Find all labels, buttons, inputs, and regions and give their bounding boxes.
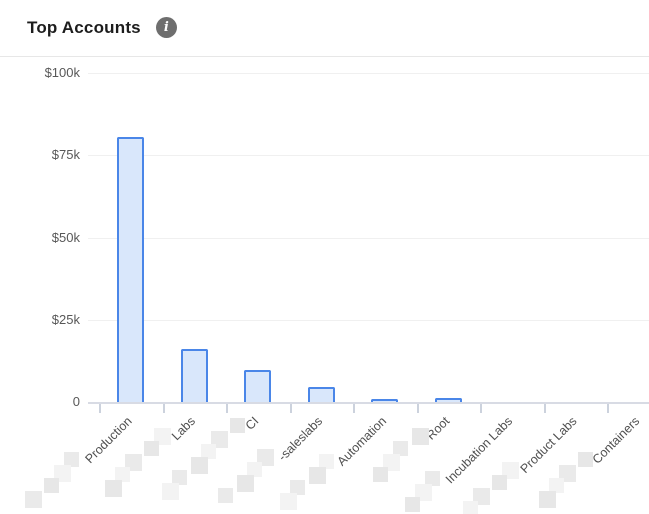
redaction-blur (54, 465, 71, 482)
redaction-blur (230, 418, 245, 433)
chart-area: $100k $75k $50k $25k 0 Production Labs CI -sales… (0, 57, 649, 514)
axis-tick (226, 404, 228, 413)
gridline-25k (88, 320, 649, 321)
redaction-blur (309, 467, 326, 484)
axis-tick (417, 404, 419, 413)
y-axis-label: $100k (44, 65, 80, 80)
redaction-blur (492, 475, 507, 490)
redaction-blur (125, 454, 142, 471)
redaction-blur (463, 501, 478, 514)
x-axis-label-labs: Labs (169, 414, 199, 444)
axis-tick (99, 404, 101, 413)
redaction-blur (319, 454, 334, 469)
gridline-75k (88, 155, 649, 156)
y-axis-label: $25k (51, 312, 80, 327)
header-divider (0, 56, 649, 57)
gridline-100k (88, 73, 649, 74)
redaction-blur (473, 488, 490, 505)
x-axis-label-saleslabs: -saleslabs (275, 414, 326, 464)
redaction-blur (425, 471, 440, 486)
redaction-blur (412, 428, 429, 445)
redaction-blur (549, 478, 564, 493)
redaction-blur (154, 428, 171, 445)
redaction-blur (218, 488, 233, 503)
y-axis-label: $75k (51, 147, 80, 162)
y-axis-label: $50k (51, 230, 80, 245)
x-axis-label-containers: Containers (590, 414, 643, 467)
redaction-blur (237, 475, 254, 492)
bar-labs[interactable] (181, 349, 208, 402)
axis-tick (544, 404, 546, 413)
x-axis-label-automation: Automation (334, 414, 389, 469)
axis-tick (480, 404, 482, 413)
redaction-blur (502, 462, 519, 479)
redaction-blur (393, 441, 408, 456)
redaction-blur (144, 441, 159, 456)
info-icon[interactable]: i (155, 17, 177, 38)
redaction-blur (44, 478, 59, 493)
redaction-blur (211, 431, 228, 448)
redaction-blur (162, 483, 179, 500)
redaction-blur (290, 480, 305, 495)
redaction-blur (247, 462, 262, 477)
redaction-blur (578, 452, 593, 467)
redaction-blur (415, 484, 432, 501)
redaction-blur (373, 467, 388, 482)
info-icon-glyph: i (163, 20, 169, 35)
widget-header: Top Accounts i (27, 17, 177, 38)
redaction-blur (201, 444, 216, 459)
redaction-blur (172, 470, 187, 485)
redaction-blur (25, 491, 42, 508)
redaction-blur (405, 497, 420, 512)
redaction-blur (105, 480, 122, 497)
redaction-blur (559, 465, 576, 482)
x-axis-label-ci: CI (242, 414, 262, 433)
bar-saleslabs[interactable] (308, 387, 335, 402)
redaction-blur (64, 452, 79, 467)
bar-production[interactable] (117, 137, 144, 402)
gridline-50k (88, 238, 649, 239)
redaction-blur (539, 491, 556, 508)
bar-root[interactable] (435, 398, 462, 402)
y-axis-label: 0 (72, 394, 80, 409)
redaction-blur (191, 457, 208, 474)
axis-tick (607, 404, 609, 413)
redaction-blur (280, 493, 297, 510)
axis-tick (163, 404, 165, 413)
bar-automation[interactable] (371, 399, 398, 402)
bar-ci[interactable] (244, 370, 271, 402)
x-axis-line (88, 402, 649, 404)
redaction-blur (383, 454, 400, 471)
redaction-blur (115, 467, 130, 482)
axis-tick (290, 404, 292, 413)
page-title: Top Accounts (27, 17, 141, 37)
redaction-blur (257, 449, 274, 466)
axis-tick (353, 404, 355, 413)
